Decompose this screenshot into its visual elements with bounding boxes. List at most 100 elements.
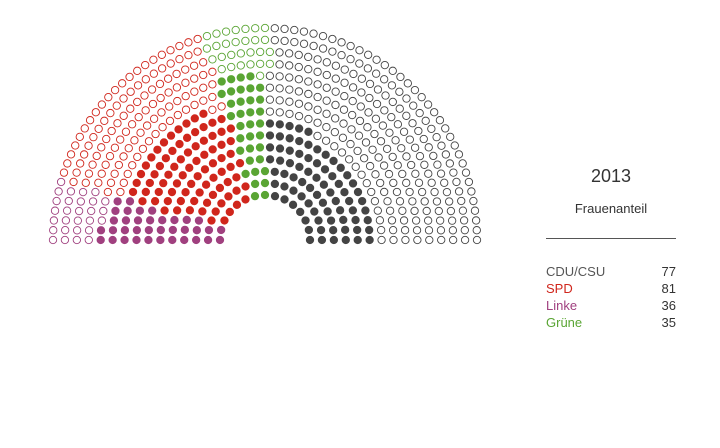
- seat-woman-spd: [160, 206, 169, 215]
- seat-woman-spd: [208, 159, 218, 168]
- seat-spd: [140, 91, 149, 100]
- seat-cdu: [265, 95, 275, 104]
- seat-gruene: [265, 47, 274, 57]
- seat-woman-spd: [225, 207, 234, 217]
- seat-woman-linke: [135, 206, 145, 215]
- seat-cdu: [410, 85, 420, 95]
- seat-woman-gruene: [245, 132, 255, 141]
- seat-cdu: [331, 74, 340, 83]
- seat-cdu: [388, 152, 397, 162]
- seat-gruene: [221, 39, 231, 48]
- seat-woman-gruene: [246, 96, 255, 105]
- seat-woman-linke: [158, 216, 167, 225]
- seat-woman-gruene: [217, 89, 226, 99]
- seat-woman-gruene: [226, 111, 236, 121]
- seat-cdu: [459, 216, 469, 225]
- seat-linke: [84, 235, 93, 245]
- seat-woman-spd: [168, 146, 177, 156]
- seat-cdu: [348, 110, 357, 120]
- seat-woman-cdu: [339, 215, 348, 225]
- seat-woman-cdu: [270, 191, 280, 201]
- seat-woman-spd: [217, 167, 226, 176]
- seat-spd: [208, 92, 217, 102]
- seat-woman-cdu: [326, 216, 336, 225]
- seat-cdu: [407, 160, 416, 170]
- legend-item-gruene: Grüne 35: [546, 314, 676, 331]
- seat-cdu: [372, 55, 381, 64]
- seat-woman-cdu: [336, 163, 345, 172]
- seat-linke: [49, 216, 59, 225]
- seat-cdu: [387, 112, 396, 122]
- seat-woman-spd: [182, 119, 191, 128]
- seat-woman-cdu: [353, 187, 363, 197]
- seat-woman-spd: [185, 163, 194, 172]
- seat-cdu: [393, 161, 402, 170]
- seat-woman-spd: [163, 196, 173, 206]
- seat-gruene: [227, 62, 236, 72]
- seat-spd: [172, 83, 182, 92]
- seat-cdu: [346, 54, 355, 64]
- seat-gruene: [231, 25, 240, 35]
- seat-cdu: [385, 128, 394, 137]
- seat-spd: [110, 169, 119, 178]
- seat-spd: [164, 88, 173, 97]
- seat-cdu: [424, 143, 433, 152]
- seat-cdu: [414, 178, 424, 187]
- seat-woman-spd: [187, 179, 196, 189]
- seat-woman-gruene: [251, 167, 260, 176]
- seat-woman-cdu: [340, 225, 350, 235]
- seat-cdu: [472, 226, 481, 235]
- seat-cdu: [345, 155, 354, 164]
- seat-cdu: [309, 29, 318, 38]
- seat-woman-spd: [141, 161, 151, 170]
- seat-woman-cdu: [265, 131, 275, 140]
- seat-woman-spd: [190, 127, 200, 137]
- seat-spd: [208, 105, 217, 114]
- seat-woman-cdu: [280, 195, 289, 204]
- seat-woman-cdu: [285, 146, 294, 155]
- seat-woman-gruene: [246, 72, 255, 81]
- seat-gruene: [255, 71, 265, 80]
- seat-woman-gruene: [241, 169, 250, 179]
- seat-woman-spd: [150, 170, 159, 179]
- seat-cdu: [275, 84, 284, 93]
- legend-item-cdu: CDU/CSU 77: [546, 263, 676, 280]
- seat-spd: [81, 178, 90, 187]
- seat-woman-spd: [201, 180, 211, 189]
- seat-cdu: [304, 114, 313, 124]
- seat-woman-spd: [155, 161, 165, 171]
- seat-woman-spd: [154, 187, 163, 197]
- chart-subtitle: Frauenanteil: [546, 201, 676, 239]
- seat-woman-cdu: [334, 179, 343, 189]
- seat-woman-cdu: [329, 226, 338, 235]
- seat-woman-linke: [109, 216, 119, 225]
- seat-cdu: [400, 226, 410, 235]
- seat-spd: [156, 93, 165, 103]
- seat-cdu: [434, 206, 443, 216]
- seat-cdu: [446, 132, 455, 141]
- party-seats-gruene: [202, 23, 275, 201]
- seat-cdu: [372, 99, 382, 109]
- seat-cdu: [363, 123, 372, 132]
- seat-cdu: [265, 83, 275, 92]
- seat-cdu: [450, 141, 459, 150]
- seat-cdu: [380, 60, 389, 70]
- seat-cdu: [328, 34, 337, 44]
- seat-cdu: [285, 61, 294, 70]
- seat-cdu: [313, 118, 322, 127]
- seat-cdu: [355, 116, 365, 126]
- seat-woman-linke: [96, 235, 105, 245]
- seat-woman-gruene: [255, 119, 265, 128]
- seat-spd: [189, 61, 199, 70]
- seat-cdu: [395, 197, 405, 206]
- seat-cdu: [367, 187, 376, 197]
- seat-spd: [181, 91, 190, 101]
- seat-spd: [69, 177, 78, 187]
- seat-gruene: [260, 35, 270, 45]
- seat-woman-cdu: [265, 143, 275, 152]
- seat-spd: [136, 128, 145, 137]
- seat-spd: [175, 54, 184, 64]
- seat-woman-cdu: [285, 159, 295, 168]
- seat-cdu: [362, 178, 371, 188]
- seat-woman-spd: [174, 125, 183, 134]
